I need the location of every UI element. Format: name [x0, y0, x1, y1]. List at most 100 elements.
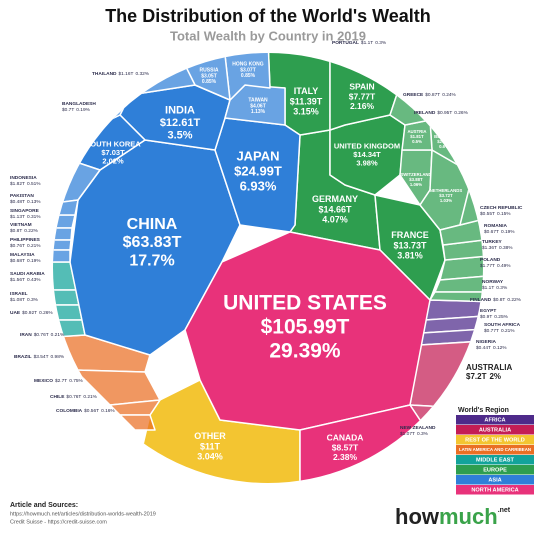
country-label: JAPAN — [236, 148, 279, 163]
country-label: $105.99T — [261, 316, 350, 339]
country-label: BANGLADESH $0.7T 0.19% — [62, 101, 96, 113]
country-value: $0.9T — [480, 314, 492, 320]
country-label: $7.03T — [101, 148, 125, 157]
country-label: $7.77T — [349, 91, 376, 101]
country-label: 6.93% — [240, 178, 277, 193]
country-share: 0.38% — [499, 245, 513, 251]
country-label: $14.66T — [318, 204, 352, 214]
country-name: MEXICO — [34, 378, 53, 384]
country-label: ISRAEL $1.08T 0.3% — [10, 291, 39, 303]
country-value: $0.76T — [10, 243, 25, 249]
country-value: $0.77T — [484, 328, 499, 334]
country-label: MEXICO $2.7T 0.75% — [34, 378, 84, 384]
legend-swatch — [456, 475, 534, 485]
country-value: $1.36T — [482, 245, 497, 251]
country-name: INDONESIA — [10, 175, 37, 181]
country-share: 0.21% — [501, 328, 515, 334]
country-label: 3.04% — [197, 452, 223, 462]
country-cell — [434, 274, 483, 293]
country-name: NEW ZEALAND — [400, 425, 436, 431]
country-name: ROMANIA — [484, 223, 507, 229]
legend: AFRICA AUSTRALIA REST OF THE WORLD LATIN AM… — [456, 415, 534, 495]
country-label: $11.39T — [290, 96, 323, 106]
country-label: $13.73T — [393, 240, 427, 250]
country-label: 2.16% — [350, 101, 375, 111]
legend-label: EUROPE — [483, 467, 507, 473]
logo-accent: much — [439, 504, 498, 529]
country-label: 3.15% — [293, 107, 319, 117]
country-label: $2.18T — [437, 139, 451, 144]
legend-label: NORTH AMERICA — [471, 487, 518, 493]
legend-label: MIDDLE EAST — [476, 457, 514, 463]
country-value: $1.82T — [10, 181, 25, 187]
country-value: $0.7T — [62, 107, 74, 113]
legend-label: AUSTRALIA — [479, 427, 511, 433]
country-label: POLAND $1.77T 0.49% — [480, 257, 511, 269]
country-name: SOUTH AFRICA — [484, 322, 521, 328]
country-label: IRAN $0.76T 0.21% — [20, 332, 65, 338]
country-name: IRELAND — [414, 110, 436, 116]
country-label: $11T — [200, 441, 221, 451]
country-label: AUSTRIA — [407, 129, 426, 134]
country-label: INDONESIA $1.82T 0.51% — [10, 175, 41, 187]
country-value: $1.1T — [482, 285, 494, 291]
country-label: 1.03% — [440, 198, 452, 203]
country-value: $1.1T — [361, 40, 373, 46]
country-cell — [53, 199, 79, 216]
country-cell — [53, 214, 76, 229]
country-share: 0.19% — [501, 229, 515, 235]
logo: howmuch.net — [395, 504, 511, 529]
country-share: 0.19% — [27, 258, 41, 264]
country-share: 0.25% — [494, 314, 508, 320]
country-name: VIETNAM — [10, 222, 32, 228]
legend-label: ASIA — [488, 477, 501, 483]
country-label: 3.98% — [356, 159, 378, 168]
country-label: 1.13% — [251, 109, 266, 115]
country-label: SPAIN — [349, 81, 374, 91]
country-label: BELGIUM — [434, 134, 454, 139]
country-label: $3.07T — [240, 67, 256, 73]
country-label: PHILIPPINES $0.76T 0.21% — [10, 237, 41, 249]
country-cell — [119, 414, 156, 431]
country-label: $3.05T — [201, 73, 217, 79]
country-share: 0.3% — [417, 431, 429, 437]
legend-title: World's Region — [458, 407, 509, 414]
country-label: SWITZERLAND — [400, 172, 431, 177]
country-name: BANGLADESH — [62, 101, 96, 107]
country-value: $0.95T — [437, 110, 452, 116]
country-value: $0.68T — [10, 258, 25, 264]
country-label: $14.34T — [353, 150, 381, 159]
country-share: 0.98% — [51, 354, 65, 360]
country-label: TAIWAN — [248, 98, 268, 104]
country-share: 0.3% — [496, 285, 508, 291]
country-cell — [53, 289, 80, 306]
country-label: 2.38% — [333, 452, 358, 462]
country-label: PAKISTAN $0.48T 0.13% — [10, 193, 41, 205]
country-value: $0.48T — [10, 199, 25, 205]
country-cell — [53, 227, 73, 241]
country-share: 0.24% — [442, 92, 456, 98]
country-label: NIGERIA $0.44T 0.12% — [476, 339, 507, 351]
country-label: CANADA — [327, 432, 364, 442]
country-share: 0.31% — [27, 214, 41, 220]
country-label: EGYPT $0.9T 0.25% — [480, 308, 509, 320]
country-label: SOUTH AFRICA $0.77T 0.21% — [484, 322, 521, 334]
country-label: SOUTH KOREA — [85, 139, 141, 148]
country-label: PORTUGAL $1.1T 0.3% — [332, 40, 387, 46]
country-label: 29.39% — [269, 340, 341, 363]
country-share: 0.22% — [24, 228, 38, 234]
country-name: GREECE — [403, 92, 424, 98]
country-name: COLOMBIA — [56, 408, 83, 414]
country-name: THAILAND — [92, 71, 117, 77]
country-value: $0.8T — [493, 297, 505, 303]
country-label: THAILAND $1.16T 0.32% — [92, 71, 150, 77]
country-value: $0.76T — [34, 332, 49, 338]
country-label: FINLAND $0.8T 0.22% — [470, 297, 522, 303]
country-label: MALAYSIA $0.68T 0.19% — [10, 252, 41, 264]
country-value: $1.08T — [10, 297, 25, 303]
country-label: IRELAND $0.95T 0.26% — [414, 110, 469, 116]
chart-subtitle: Total Wealth by Country in 2019 — [170, 28, 366, 43]
country-label: $8.57T — [332, 442, 359, 452]
country-name: SAUDI ARABIA — [10, 271, 45, 277]
